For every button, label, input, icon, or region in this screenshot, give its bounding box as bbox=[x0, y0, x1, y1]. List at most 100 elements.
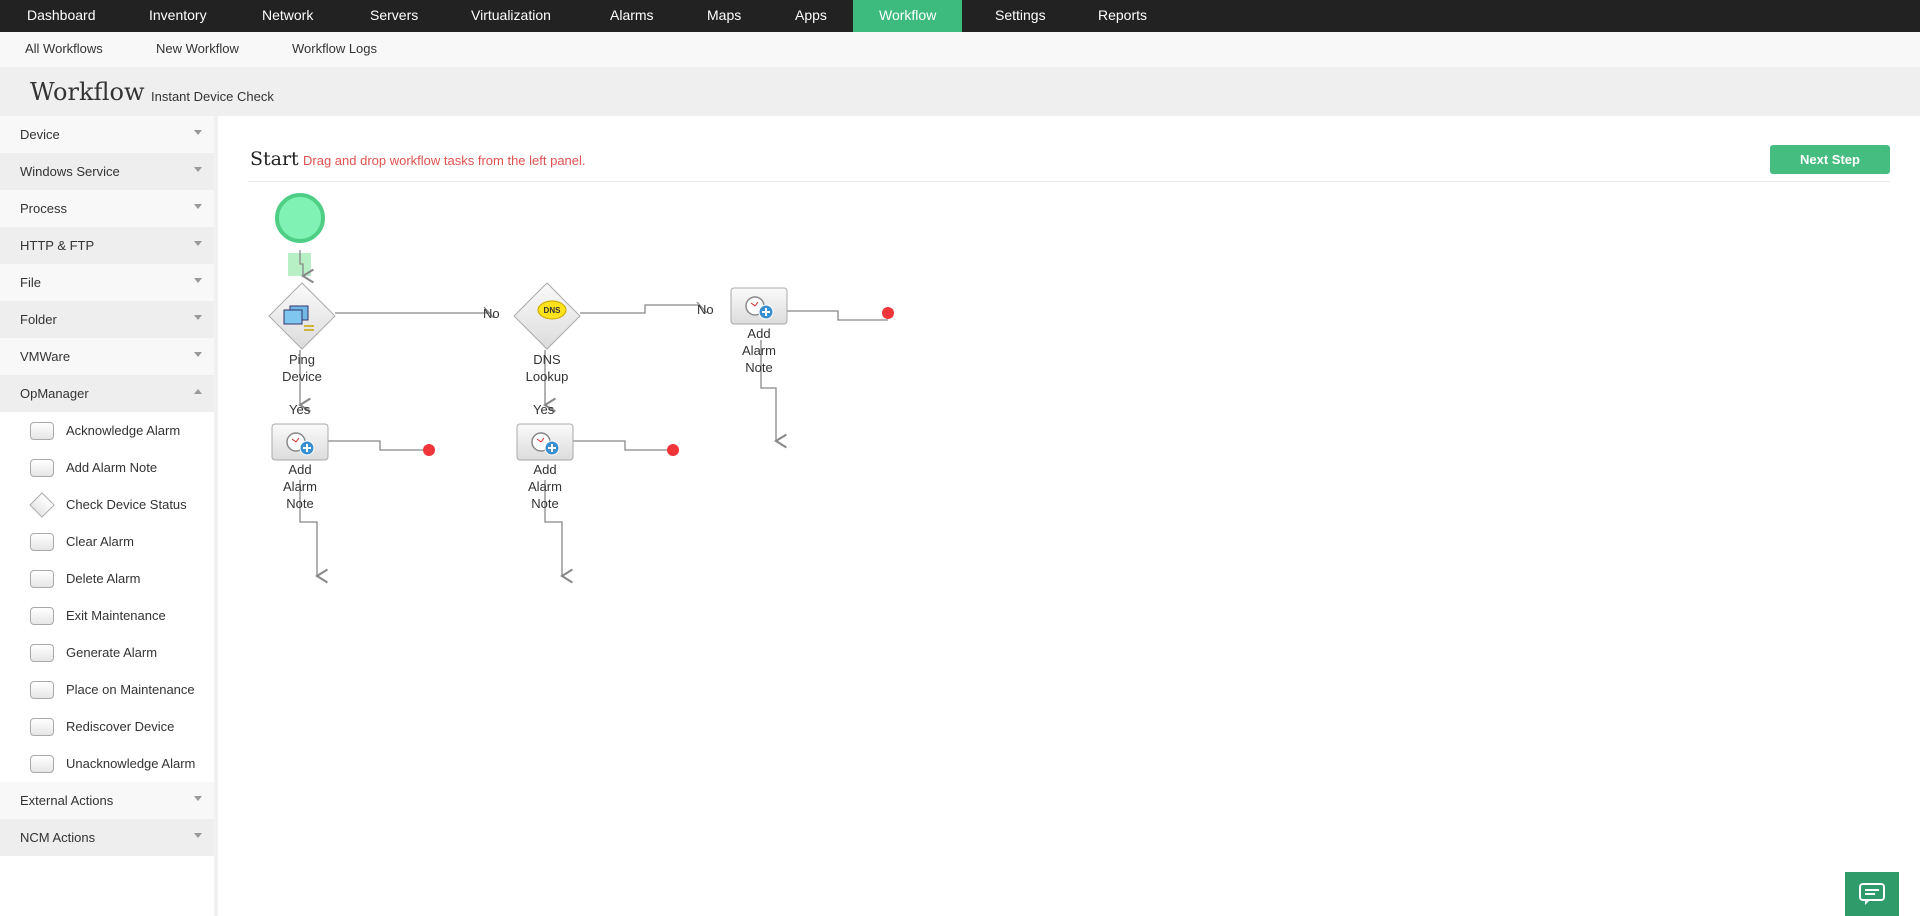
hint-text: Drag and drop workflow tasks from the le… bbox=[303, 153, 586, 168]
svg-text:Note: Note bbox=[745, 360, 772, 375]
section-label: OpManager bbox=[20, 386, 89, 401]
alarm-clock-plus-icon bbox=[745, 296, 774, 320]
sidebar-section-external-actions[interactable]: External Actions bbox=[0, 782, 214, 819]
nav-workflow[interactable]: Workflow bbox=[853, 0, 963, 32]
task-label: Unacknowledge Alarm bbox=[66, 756, 196, 771]
top-nav: Dashboard Inventory Network Servers Virtuali… bbox=[0, 0, 1920, 32]
dns-lookup-node[interactable]: DNS DNS Lookup bbox=[513, 282, 581, 384]
task-box-icon bbox=[30, 569, 54, 588]
chevron-up-icon bbox=[194, 389, 202, 394]
subnav-new-workflow[interactable]: New Workflow bbox=[156, 41, 239, 56]
sub-nav: All Workflows New Workflow Workflow Logs bbox=[0, 32, 1920, 67]
sidebar-section-http-ftp[interactable]: HTTP & FTP bbox=[0, 227, 214, 264]
svg-text:Device: Device bbox=[282, 369, 322, 384]
start-node[interactable] bbox=[275, 193, 325, 243]
svg-text:Note: Note bbox=[286, 496, 313, 511]
end-node bbox=[882, 307, 894, 319]
connectors bbox=[288, 250, 888, 584]
sidebar-task-generate-alarm[interactable]: Generate Alarm bbox=[0, 634, 214, 671]
nav-maps[interactable]: Maps bbox=[707, 7, 742, 23]
sidebar-task-check-device-status[interactable]: Check Device Status bbox=[0, 486, 214, 523]
sidebar-task-delete-alarm[interactable]: Delete Alarm bbox=[0, 560, 214, 597]
page-title: Workflow bbox=[30, 78, 145, 106]
task-label: Exit Maintenance bbox=[66, 608, 166, 623]
next-step-button[interactable]: Next Step bbox=[1770, 145, 1890, 174]
task-box-icon bbox=[30, 680, 54, 699]
end-node bbox=[423, 444, 435, 456]
task-box-icon bbox=[30, 421, 54, 440]
svg-text:Ping: Ping bbox=[289, 352, 315, 367]
yes-label: Yes bbox=[533, 402, 555, 417]
nav-inventory[interactable]: Inventory bbox=[149, 7, 207, 23]
nav-alarms[interactable]: Alarms bbox=[610, 7, 654, 23]
sidebar-task-exit-maintenance[interactable]: Exit Maintenance bbox=[0, 597, 214, 634]
section-label: External Actions bbox=[20, 793, 114, 808]
nav-dashboard[interactable]: Dashboard bbox=[27, 7, 96, 23]
add-alarm-note-node[interactable]: Add Alarm Note bbox=[271, 423, 329, 511]
section-label: NCM Actions bbox=[20, 830, 96, 845]
nav-network[interactable]: Network bbox=[262, 7, 314, 23]
task-label: Add Alarm Note bbox=[66, 460, 158, 475]
svg-text:Alarm: Alarm bbox=[283, 479, 317, 494]
sidebar-task-acknowledge-alarm[interactable]: Acknowledge Alarm bbox=[0, 412, 214, 449]
chevron-down-icon bbox=[194, 833, 202, 838]
svg-text:Add: Add bbox=[288, 462, 311, 477]
task-box-icon bbox=[30, 458, 54, 477]
chevron-down-icon bbox=[194, 241, 202, 246]
task-label: Rediscover Device bbox=[66, 719, 175, 734]
svg-text:Note: Note bbox=[531, 496, 558, 511]
sidebar-task-rediscover-device[interactable]: Rediscover Device bbox=[0, 708, 214, 745]
sidebar-task-unacknowledge-alarm[interactable]: Unacknowledge Alarm bbox=[0, 745, 214, 782]
add-alarm-note-node[interactable]: Add Alarm Note bbox=[516, 423, 574, 511]
nav-apps[interactable]: Apps bbox=[795, 7, 827, 23]
task-label: Check Device Status bbox=[66, 497, 187, 512]
subnav-all-workflows[interactable]: All Workflows bbox=[25, 41, 103, 56]
page-subtitle: Instant Device Check bbox=[151, 89, 274, 104]
section-label: Folder bbox=[20, 312, 57, 327]
task-box-icon bbox=[30, 606, 54, 625]
chat-icon bbox=[1859, 883, 1885, 905]
section-label: File bbox=[20, 275, 41, 290]
ping-device-node[interactable]: Ping Device bbox=[268, 282, 336, 384]
chevron-down-icon bbox=[194, 204, 202, 209]
sidebar-section-windows-service[interactable]: Windows Service bbox=[0, 153, 214, 190]
no-label: No bbox=[697, 302, 714, 317]
sidebar-section-file[interactable]: File bbox=[0, 264, 214, 301]
no-label: No bbox=[483, 306, 500, 321]
chevron-down-icon bbox=[194, 315, 202, 320]
task-label: Delete Alarm bbox=[66, 571, 141, 586]
sidebar-section-opmanager[interactable]: OpManager bbox=[0, 375, 214, 412]
task-box-icon bbox=[30, 643, 54, 662]
section-label: VMWare bbox=[20, 349, 71, 364]
end-node bbox=[667, 444, 679, 456]
add-alarm-note-node[interactable]: Add Alarm Note bbox=[730, 287, 788, 375]
subnav-workflow-logs[interactable]: Workflow Logs bbox=[292, 41, 378, 56]
nav-virtualization[interactable]: Virtualization bbox=[471, 7, 551, 23]
sidebar-section-vmware[interactable]: VMWare bbox=[0, 338, 214, 375]
task-label: Place on Maintenance bbox=[66, 682, 195, 697]
task-box-icon bbox=[30, 717, 54, 736]
sidebar-task-add-alarm-note[interactable]: Add Alarm Note bbox=[0, 449, 214, 486]
sidebar-section-ncm-actions[interactable]: NCM Actions bbox=[0, 819, 214, 856]
chevron-down-icon bbox=[194, 352, 202, 357]
sidebar-section-process[interactable]: Process bbox=[0, 190, 214, 227]
divider bbox=[248, 181, 1890, 182]
nav-servers[interactable]: Servers bbox=[370, 7, 419, 23]
chevron-down-icon bbox=[194, 130, 202, 135]
nav-reports[interactable]: Reports bbox=[1098, 7, 1148, 23]
page-header: Workflow Instant Device Check bbox=[0, 67, 1920, 116]
yes-label: Yes bbox=[289, 402, 311, 417]
sidebar-task-clear-alarm[interactable]: Clear Alarm bbox=[0, 523, 214, 560]
alarm-clock-plus-icon bbox=[531, 432, 560, 456]
chat-button[interactable] bbox=[1845, 872, 1899, 916]
sidebar-section-device[interactable]: Device bbox=[0, 116, 214, 153]
section-label: HTTP & FTP bbox=[20, 238, 95, 253]
alarm-clock-plus-icon bbox=[286, 432, 315, 456]
sidebar-task-place-on-maintenance[interactable]: Place on Maintenance bbox=[0, 671, 214, 708]
svg-text:DNS: DNS bbox=[533, 352, 561, 367]
svg-text:DNS: DNS bbox=[544, 306, 562, 315]
nav-settings[interactable]: Settings bbox=[995, 7, 1046, 23]
sidebar-section-folder[interactable]: Folder bbox=[0, 301, 214, 338]
task-box-icon bbox=[30, 532, 54, 551]
